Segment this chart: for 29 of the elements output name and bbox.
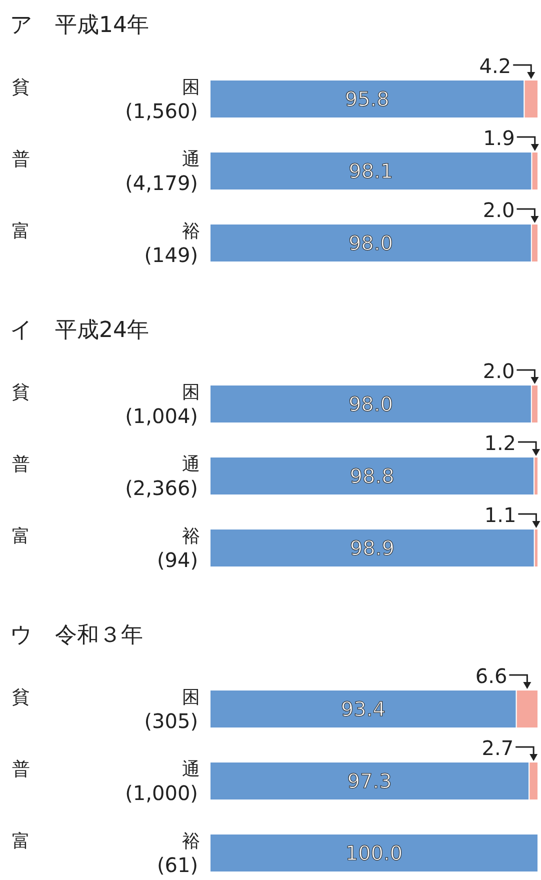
data-label: 100.0 [345, 841, 403, 865]
chart-title: ア 平成14年 [10, 13, 149, 38]
data-label: 4.2 [479, 54, 512, 78]
category-label: 貧困 (1,560) [12, 77, 200, 123]
data-label: 2.0 [482, 359, 515, 383]
data-label: 1.1 [484, 503, 516, 527]
data-label: 98.8 [350, 464, 394, 488]
data-label: 97.3 [347, 769, 392, 793]
data-label: 2.7 [482, 736, 514, 760]
chart-title: イ 平成24年 [10, 318, 149, 343]
data-label: 95.8 [344, 87, 390, 111]
category-label: 普通 (2,366) [12, 454, 200, 500]
category-label: 富裕 (61) [12, 831, 200, 877]
category-label: 貧困 (305) [12, 687, 200, 733]
data-label: 1.2 [484, 431, 516, 455]
data-label: 98.0 [348, 231, 393, 255]
data-label: 93.4 [340, 697, 386, 721]
category-label: 富裕 (149) [12, 221, 200, 267]
category-label: 貧困 (1,004) [12, 382, 200, 428]
data-label: 6.6 [475, 664, 508, 688]
chart-title: ウ 令和３年 [10, 623, 143, 648]
data-label: 98.0 [348, 392, 393, 416]
category-label: 富裕 (94) [12, 526, 200, 572]
data-label: 98.9 [350, 536, 394, 560]
data-label: 1.9 [483, 126, 515, 150]
category-label: 普通 (1,000) [12, 759, 200, 805]
data-label: 2.0 [482, 198, 515, 222]
category-label: 普通 (4,179) [12, 149, 200, 195]
data-label: 98.1 [348, 159, 394, 183]
